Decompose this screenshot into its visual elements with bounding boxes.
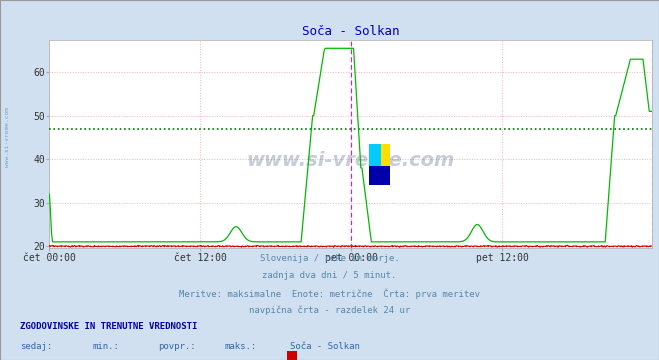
FancyBboxPatch shape [369, 166, 390, 185]
Text: www.si-vreme.com: www.si-vreme.com [246, 151, 455, 170]
Text: sedaj:: sedaj: [20, 342, 52, 351]
Text: Slovenija / reke in morje.: Slovenija / reke in morje. [260, 254, 399, 263]
Title: Soča - Solkan: Soča - Solkan [302, 26, 399, 39]
Text: Meritve: maksimalne  Enote: metrične  Črta: prva meritev: Meritve: maksimalne Enote: metrične Črta… [179, 288, 480, 299]
Text: navpična črta - razdelek 24 ur: navpična črta - razdelek 24 ur [249, 306, 410, 315]
Text: min.:: min.: [92, 342, 119, 351]
Text: zadnja dva dni / 5 minut.: zadnja dva dni / 5 minut. [262, 271, 397, 280]
Text: Soča - Solkan: Soča - Solkan [290, 342, 360, 351]
FancyBboxPatch shape [369, 144, 381, 166]
Text: povpr.:: povpr.: [158, 342, 196, 351]
FancyBboxPatch shape [381, 144, 390, 166]
Text: maks.:: maks.: [224, 342, 256, 351]
Text: www.si-vreme.com: www.si-vreme.com [5, 107, 11, 167]
Text: ZGODOVINSKE IN TRENUTNE VREDNOSTI: ZGODOVINSKE IN TRENUTNE VREDNOSTI [20, 322, 197, 331]
